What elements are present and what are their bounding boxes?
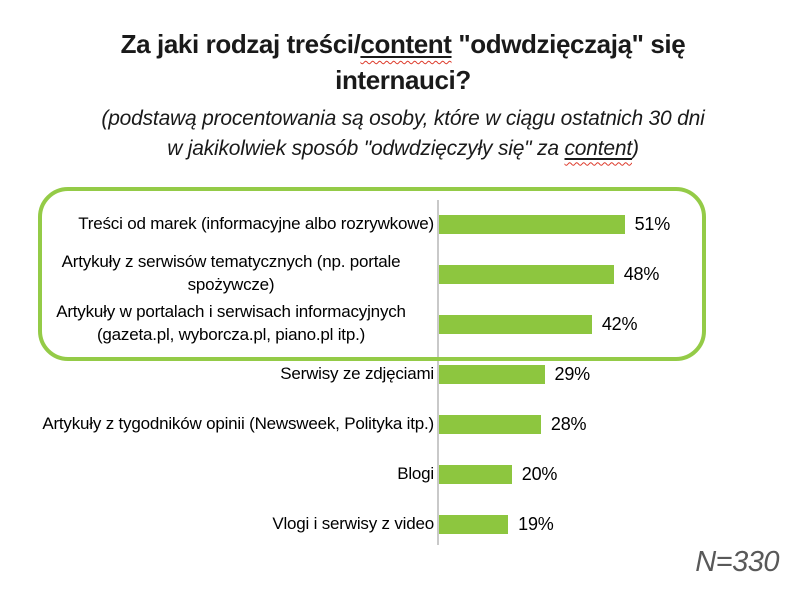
bar-row: Artykuły z tygodników opinii (Newsweek, … bbox=[0, 399, 807, 449]
chart-subtitle: (podstawą procentowania są osoby, które … bbox=[33, 104, 773, 165]
value-label: 28% bbox=[550, 413, 587, 434]
bar bbox=[439, 414, 541, 434]
value-label: 29% bbox=[554, 363, 591, 384]
category-label: Vlogi i serwisy z video bbox=[272, 513, 434, 533]
category-label: Blogi bbox=[397, 463, 434, 483]
bar bbox=[439, 314, 592, 334]
subtitle-text-part: w jakikolwiek sposób "odwdzięczyły się" … bbox=[167, 137, 565, 161]
category-label: Treści od marek (informacyjne albo rozry… bbox=[78, 213, 434, 233]
bar-row: Artykuły w portalach i serwisach informa… bbox=[0, 299, 807, 349]
category-axis-line bbox=[437, 200, 439, 545]
category-label: Serwisy ze zdjęciami bbox=[280, 363, 434, 383]
subtitle-text-line1: (podstawą procentowania są osoby, które … bbox=[101, 107, 705, 130]
bar bbox=[439, 264, 614, 284]
category-label: Artykuły w portalach i serwisach informa… bbox=[56, 302, 406, 344]
bar-row: Treści od marek (informacyjne albo rozry… bbox=[0, 199, 807, 249]
title-text-line2: internauci? bbox=[335, 65, 471, 96]
value-label: 19% bbox=[518, 513, 554, 534]
bar-chart: Treści od marek (informacyjne albo rozry… bbox=[0, 199, 807, 549]
subtitle-underlined-word: content bbox=[565, 137, 633, 160]
title-underlined-word: content bbox=[360, 29, 451, 59]
value-label: 42% bbox=[601, 313, 638, 334]
value-label: 48% bbox=[623, 263, 660, 284]
bar bbox=[439, 464, 512, 484]
bar-row: Blogi 20% bbox=[0, 449, 807, 499]
bar bbox=[439, 214, 625, 234]
spellcheck-squiggle-word: content bbox=[360, 29, 452, 59]
title-text-part: "odwdzięczają" się bbox=[451, 29, 686, 59]
spellcheck-squiggle-word: content bbox=[564, 137, 633, 161]
category-label: Artykuły z tygodników opinii (Newsweek, … bbox=[42, 413, 434, 433]
bar bbox=[439, 514, 509, 534]
value-label: 20% bbox=[521, 463, 558, 484]
bar-row: Serwisy ze zdjęciami 29% bbox=[0, 349, 807, 399]
bar bbox=[439, 364, 545, 384]
title-text-part: Za jaki rodzaj treści/ bbox=[120, 29, 361, 59]
subtitle-text-part: ) bbox=[632, 137, 639, 161]
bar-row: Artykuły z serwisów tematycznych (np. po… bbox=[0, 249, 807, 299]
sample-size-label: N=330 bbox=[695, 546, 779, 578]
chart-title: Za jaki rodzaj treści/content "odwdzięcz… bbox=[53, 26, 753, 99]
bar-row: Vlogi i serwisy z video 19% bbox=[0, 499, 807, 549]
category-label: Artykuły z serwisów tematycznych (np. po… bbox=[61, 252, 401, 294]
value-label: 51% bbox=[634, 213, 671, 234]
